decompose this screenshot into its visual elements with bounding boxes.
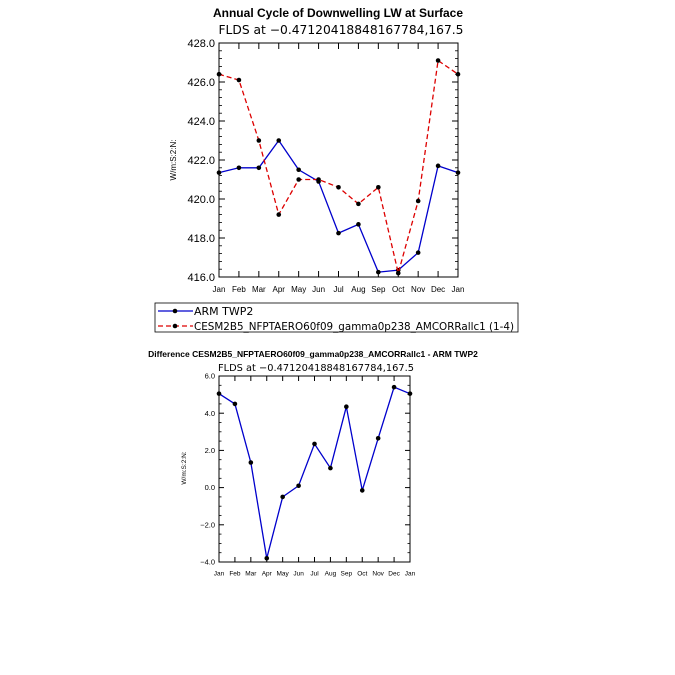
chart2-series-0-point (328, 465, 333, 471)
chart2-series-0-line (218, 386, 411, 559)
chart1-y-axis-label: W/m:S:2:N: (169, 140, 178, 181)
chart2-series-0-point (359, 488, 365, 493)
chart2-x-tick-label: May (277, 571, 290, 578)
chart2-title: Difference CESM2B5_NFPTAERO60f09_gamma0p… (148, 349, 478, 359)
chart1-x-tick-label: Jan (213, 285, 226, 294)
chart1-series-1-point (356, 201, 361, 207)
chart1-y-tick-label: 420.0 (187, 194, 215, 206)
chart1-series-1-point (455, 71, 461, 77)
chart2-series-0-point (312, 441, 317, 447)
chart1-series-1-point (415, 198, 421, 204)
chart1-series-0-point (376, 269, 381, 275)
chart1-x-tick-label: Nov (411, 285, 425, 294)
chart1-series-1-point (256, 138, 262, 143)
chart1-y-tick-label: 424.0 (187, 116, 215, 128)
chart2-y-axis-label: W/m:S:2:N: (181, 451, 188, 484)
chart1-series-1-point (236, 77, 242, 83)
chart2-x-tick-label: Jun (293, 571, 304, 578)
chart1-subtitle: FLDS at −0.47120418848167784,167.5 (219, 23, 464, 37)
chart1-x-tick-label: Feb (232, 285, 246, 294)
chart1-series-0-point (256, 165, 262, 171)
chart1-series-0-point (216, 170, 222, 175)
chart1-x-tick-label: May (291, 285, 306, 294)
chart1-frame (218, 42, 459, 278)
chart2-x-tick-label: Jan (214, 571, 225, 578)
chart1-series-0-point (296, 167, 301, 173)
chart2-y-tick-label: −2.0 (200, 520, 215, 529)
chart2-frame (218, 375, 411, 563)
chart2-series-0-point (296, 483, 301, 489)
chart1-series-0-point (276, 138, 282, 143)
chart2-x-tick-label: Feb (229, 571, 241, 578)
chart1-series-1-point (336, 185, 341, 190)
chart2-x-tick-label: Mar (245, 571, 257, 578)
chart1-series-0-point (415, 250, 421, 255)
chart1-x-tick-label: Oct (392, 285, 405, 294)
chart2-series-0-point (280, 494, 285, 500)
chart1-x-tick-label: Mar (252, 285, 266, 294)
chart1-series-0-point (455, 170, 461, 175)
legend-label-arm: ARM TWP2 (194, 305, 253, 318)
chart2-x-tick-label: Apr (262, 571, 273, 578)
chart1-x-tick-label: Sep (371, 285, 386, 294)
legend-label-cesm: CESM2B5_NFPTAERO60f09_gamma0p238_AMCORRa… (194, 320, 514, 333)
chart2-series-0-point (407, 391, 413, 396)
chart1-series-1-point (276, 212, 282, 217)
chart2-y-tick-label: 2.0 (205, 446, 215, 455)
chart1-x-tick-label: Aug (351, 285, 365, 294)
chart1-x-tick-label: Jan (452, 285, 465, 294)
chart1-series-0-line (218, 139, 459, 273)
chart2-series-0-point (264, 555, 270, 561)
chart2-series-0-point (248, 460, 254, 465)
chart1-y-tick-label: 426.0 (187, 77, 215, 89)
chart1-series-0-point (435, 163, 441, 169)
chart2-y-tick-label: 4.0 (205, 409, 215, 418)
chart1-y-tick-label: 416.0 (187, 272, 215, 284)
chart1-plot-area (216, 58, 461, 276)
chart2-x-tick-label: Sep (341, 571, 353, 578)
chart1-series-0-point (236, 165, 242, 171)
chart2-series-0-point (232, 401, 238, 407)
chart2-x-tick-label: Nov (372, 571, 384, 578)
chart1-y-tick-label: 418.0 (187, 233, 215, 245)
chart2-x-tick-label: Aug (325, 571, 337, 578)
chart2-series-0-point (375, 436, 381, 441)
chart2-subtitle: FLDS at −0.47120418848167784,167.5 (218, 363, 414, 374)
chart1-x-tick-label: Jun (312, 285, 325, 294)
chart2-y-tick-label: −4.0 (200, 558, 215, 567)
chart1-series-1-point (376, 185, 381, 190)
chart1-axes: 416.0 418.0 420.0 422.0 424.0 426.0 428.0 Jan Fe… (187, 38, 464, 294)
chart1-x-tick-label: Jul (333, 285, 343, 294)
legend-marker-cesm (172, 323, 178, 329)
chart1-series-1-point (316, 177, 321, 182)
chart1-y-tick-label: 422.0 (187, 155, 215, 167)
chart2-plot-area (216, 384, 413, 561)
legend-box (154, 302, 519, 333)
chart1-series-0-point (336, 230, 341, 236)
chart1-series-1-point (296, 177, 301, 182)
chart2-x-tick-label: Oct (357, 571, 367, 578)
legend-marker-arm (172, 308, 178, 314)
chart2-y-tick-label: 6.0 (205, 372, 215, 381)
chart1-series-1-line (218, 59, 459, 274)
chart2-series-0-point (344, 404, 349, 409)
chart1-x-tick-label: Apr (273, 285, 286, 294)
chart2-series-0-point (216, 391, 222, 396)
chart1-series-0-point (356, 222, 361, 227)
chart1-title: Annual Cycle of Downwelling LW at Surfac… (213, 6, 463, 20)
chart2-series-0-point (391, 384, 397, 390)
chart1-series-1-point (435, 58, 441, 63)
chart1-series-1-point (216, 71, 222, 77)
chart2-x-tick-label: Jan (405, 571, 416, 578)
chart1-x-tick-label: Dec (431, 285, 445, 294)
chart2-y-tick-label: 0.0 (205, 483, 215, 492)
chart1-series-1-point (395, 270, 401, 276)
chart1-y-tick-label: 428.0 (187, 38, 215, 50)
chart2-x-tick-label: Dec (388, 571, 400, 578)
chart2-axes: −4.0 −2.0 0.0 2.0 4.0 6.0 Jan Feb Mar Apr May Jun Ju… (200, 372, 415, 578)
chart2-x-tick-label: Jul (310, 571, 319, 578)
